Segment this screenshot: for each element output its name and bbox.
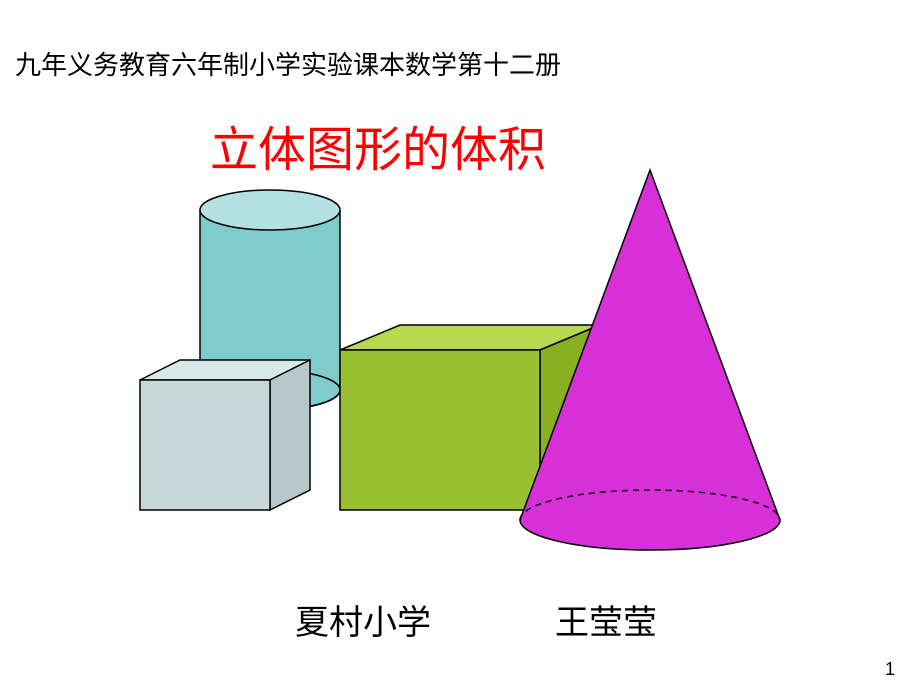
header-text: 九年义务教育六年制小学实验课本数学第十二册: [15, 45, 561, 82]
small-cube-shape: [140, 360, 310, 510]
shapes-diagram: [110, 160, 810, 560]
school-text: 夏村小学: [295, 595, 431, 644]
page-number: 1: [885, 659, 895, 680]
author-text: 王莹莹: [555, 595, 657, 644]
